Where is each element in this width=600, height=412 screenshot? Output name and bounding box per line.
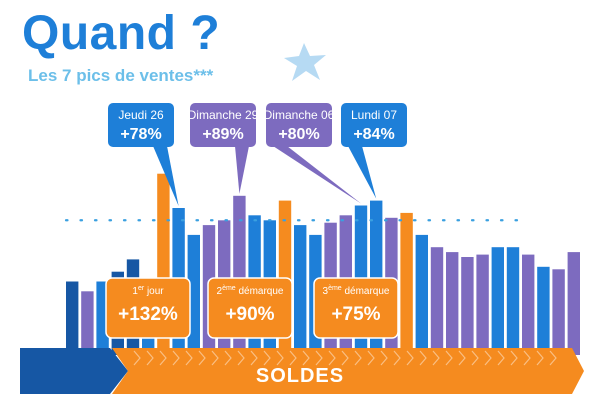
markdown-box-label: 2ème démarque (217, 285, 284, 297)
banner-chevron (289, 350, 297, 366)
banner-chevron (445, 350, 453, 366)
banner-chevron (536, 350, 544, 366)
banner-chevron (237, 350, 245, 366)
banner-chevron (458, 350, 466, 366)
bar (522, 254, 535, 355)
bar (476, 254, 489, 355)
markdown-box-bg (313, 277, 399, 339)
callout-value: +84% (353, 126, 394, 143)
banner-chevron (211, 350, 219, 366)
banner-chevron (510, 350, 518, 366)
markdown-box-value: +90% (225, 304, 274, 325)
star-icon (284, 43, 326, 81)
banner-chevron (146, 350, 154, 366)
callout-pointer (273, 146, 361, 204)
banner-chevron (484, 350, 492, 366)
callout-label: Dimanche 29 (188, 108, 259, 122)
banner-chevron (198, 350, 206, 366)
markdown-box: 3ème démarque +75% (313, 277, 399, 339)
callout-pointer (235, 146, 249, 194)
soldes-label: SOLDES (256, 365, 344, 387)
banner-chevron (419, 350, 427, 366)
markdown-box: 2ème démarque +90% (207, 277, 293, 339)
bar (81, 291, 94, 355)
page-title: Quand ? (22, 7, 221, 60)
banner-chevron (328, 350, 336, 366)
bar (400, 212, 413, 355)
callout-label: Dimanche 06 (264, 108, 335, 122)
page-subtitle: Les 7 pics de ventes*** (28, 66, 214, 85)
banner-chevron (367, 350, 375, 366)
markdown-box: 1er jour +132% (105, 277, 191, 339)
bar (537, 266, 550, 355)
callout-box (341, 103, 407, 147)
banner-chevron (523, 350, 531, 366)
bar (66, 281, 79, 355)
banner-chevron (133, 350, 141, 366)
banner-chevron (497, 350, 505, 366)
bar (506, 247, 520, 355)
callout-pointer (153, 146, 179, 206)
callout-value: +78% (120, 126, 161, 143)
banner-chevron (315, 350, 323, 366)
bar (461, 257, 474, 355)
callout-box (108, 103, 174, 147)
callout-pointer (348, 146, 377, 199)
banner-chevron (224, 350, 232, 366)
callout-label: Lundi 07 (351, 108, 397, 122)
peak-callout: Dimanche 29 +89% (188, 103, 259, 194)
markdown-box-bg (207, 277, 293, 339)
banner-chevron (406, 350, 414, 366)
banner-chevron (250, 350, 258, 366)
peak-callout: Dimanche 06 +80% (264, 103, 361, 204)
bar (294, 225, 307, 355)
banner-chevron (354, 350, 362, 366)
callout-value: +89% (202, 126, 243, 143)
bar (491, 247, 504, 355)
banner-chevron (393, 350, 401, 366)
peak-callout: Jeudi 26 +78% (108, 103, 179, 206)
banner-chevron (471, 350, 479, 366)
bar (446, 252, 459, 355)
bar (415, 234, 428, 355)
banner-chevron (263, 350, 271, 366)
callout-box (190, 103, 256, 147)
soldes-banner (112, 348, 584, 394)
markdown-box-value: +132% (118, 304, 178, 325)
callout-value: +80% (278, 126, 319, 143)
bar (430, 247, 444, 355)
peak-callout: Lundi 07 +84% (341, 103, 407, 199)
banner-chevron (380, 350, 388, 366)
bar (567, 252, 580, 355)
banner-chevron (549, 350, 557, 366)
pre-sales-arrow (20, 348, 128, 394)
banner-chevron (302, 350, 310, 366)
markdown-box-bg (105, 277, 191, 339)
markdown-box-value: +75% (331, 304, 380, 325)
banner-chevron (185, 350, 193, 366)
banner-chevron (159, 350, 167, 366)
callout-box (266, 103, 332, 147)
callout-label: Jeudi 26 (118, 108, 164, 122)
banner-chevron (276, 350, 284, 366)
banner-chevron (172, 350, 180, 366)
banner-chevron (341, 350, 349, 366)
markdown-box-label: 1er jour (132, 285, 164, 297)
markdown-box-label: 3ème démarque (323, 285, 390, 297)
bar (552, 269, 565, 356)
banner-chevron (432, 350, 440, 366)
